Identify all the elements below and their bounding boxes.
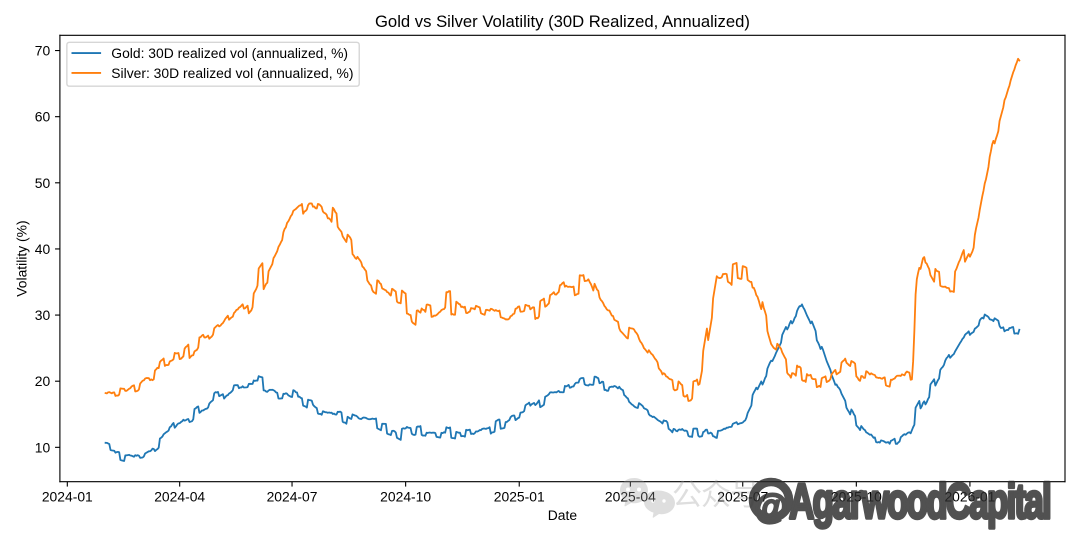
svg-text:60: 60 bbox=[35, 109, 51, 125]
svg-text:50: 50 bbox=[35, 175, 51, 191]
svg-text:40: 40 bbox=[35, 241, 51, 257]
svg-text:Silver: 30D realized vol (annu: Silver: 30D realized vol (annualized, %) bbox=[111, 65, 353, 81]
svg-text:20: 20 bbox=[35, 373, 51, 389]
svg-text:2024-10: 2024-10 bbox=[380, 489, 431, 505]
svg-text:2024-04: 2024-04 bbox=[154, 489, 205, 505]
svg-text:2025-10: 2025-10 bbox=[831, 489, 882, 505]
svg-text:Volatility (%): Volatility (%) bbox=[13, 220, 29, 296]
svg-text:Gold: 30D realized vol (annual: Gold: 30D realized vol (annualized, %) bbox=[111, 45, 348, 61]
svg-text:2025-07: 2025-07 bbox=[717, 489, 768, 505]
svg-text:10: 10 bbox=[35, 439, 51, 455]
svg-text:2024-07: 2024-07 bbox=[267, 489, 318, 505]
svg-text:30: 30 bbox=[35, 307, 51, 323]
svg-text:2025-01: 2025-01 bbox=[494, 489, 545, 505]
svg-text:2025-04: 2025-04 bbox=[605, 489, 656, 505]
svg-text:Gold vs Silver Volatility (30D: Gold vs Silver Volatility (30D Realized,… bbox=[375, 12, 750, 31]
svg-text:70: 70 bbox=[35, 43, 51, 59]
svg-text:Date: Date bbox=[548, 507, 578, 523]
svg-text:2024-01: 2024-01 bbox=[42, 489, 93, 505]
svg-text:2026-01: 2026-01 bbox=[944, 489, 995, 505]
